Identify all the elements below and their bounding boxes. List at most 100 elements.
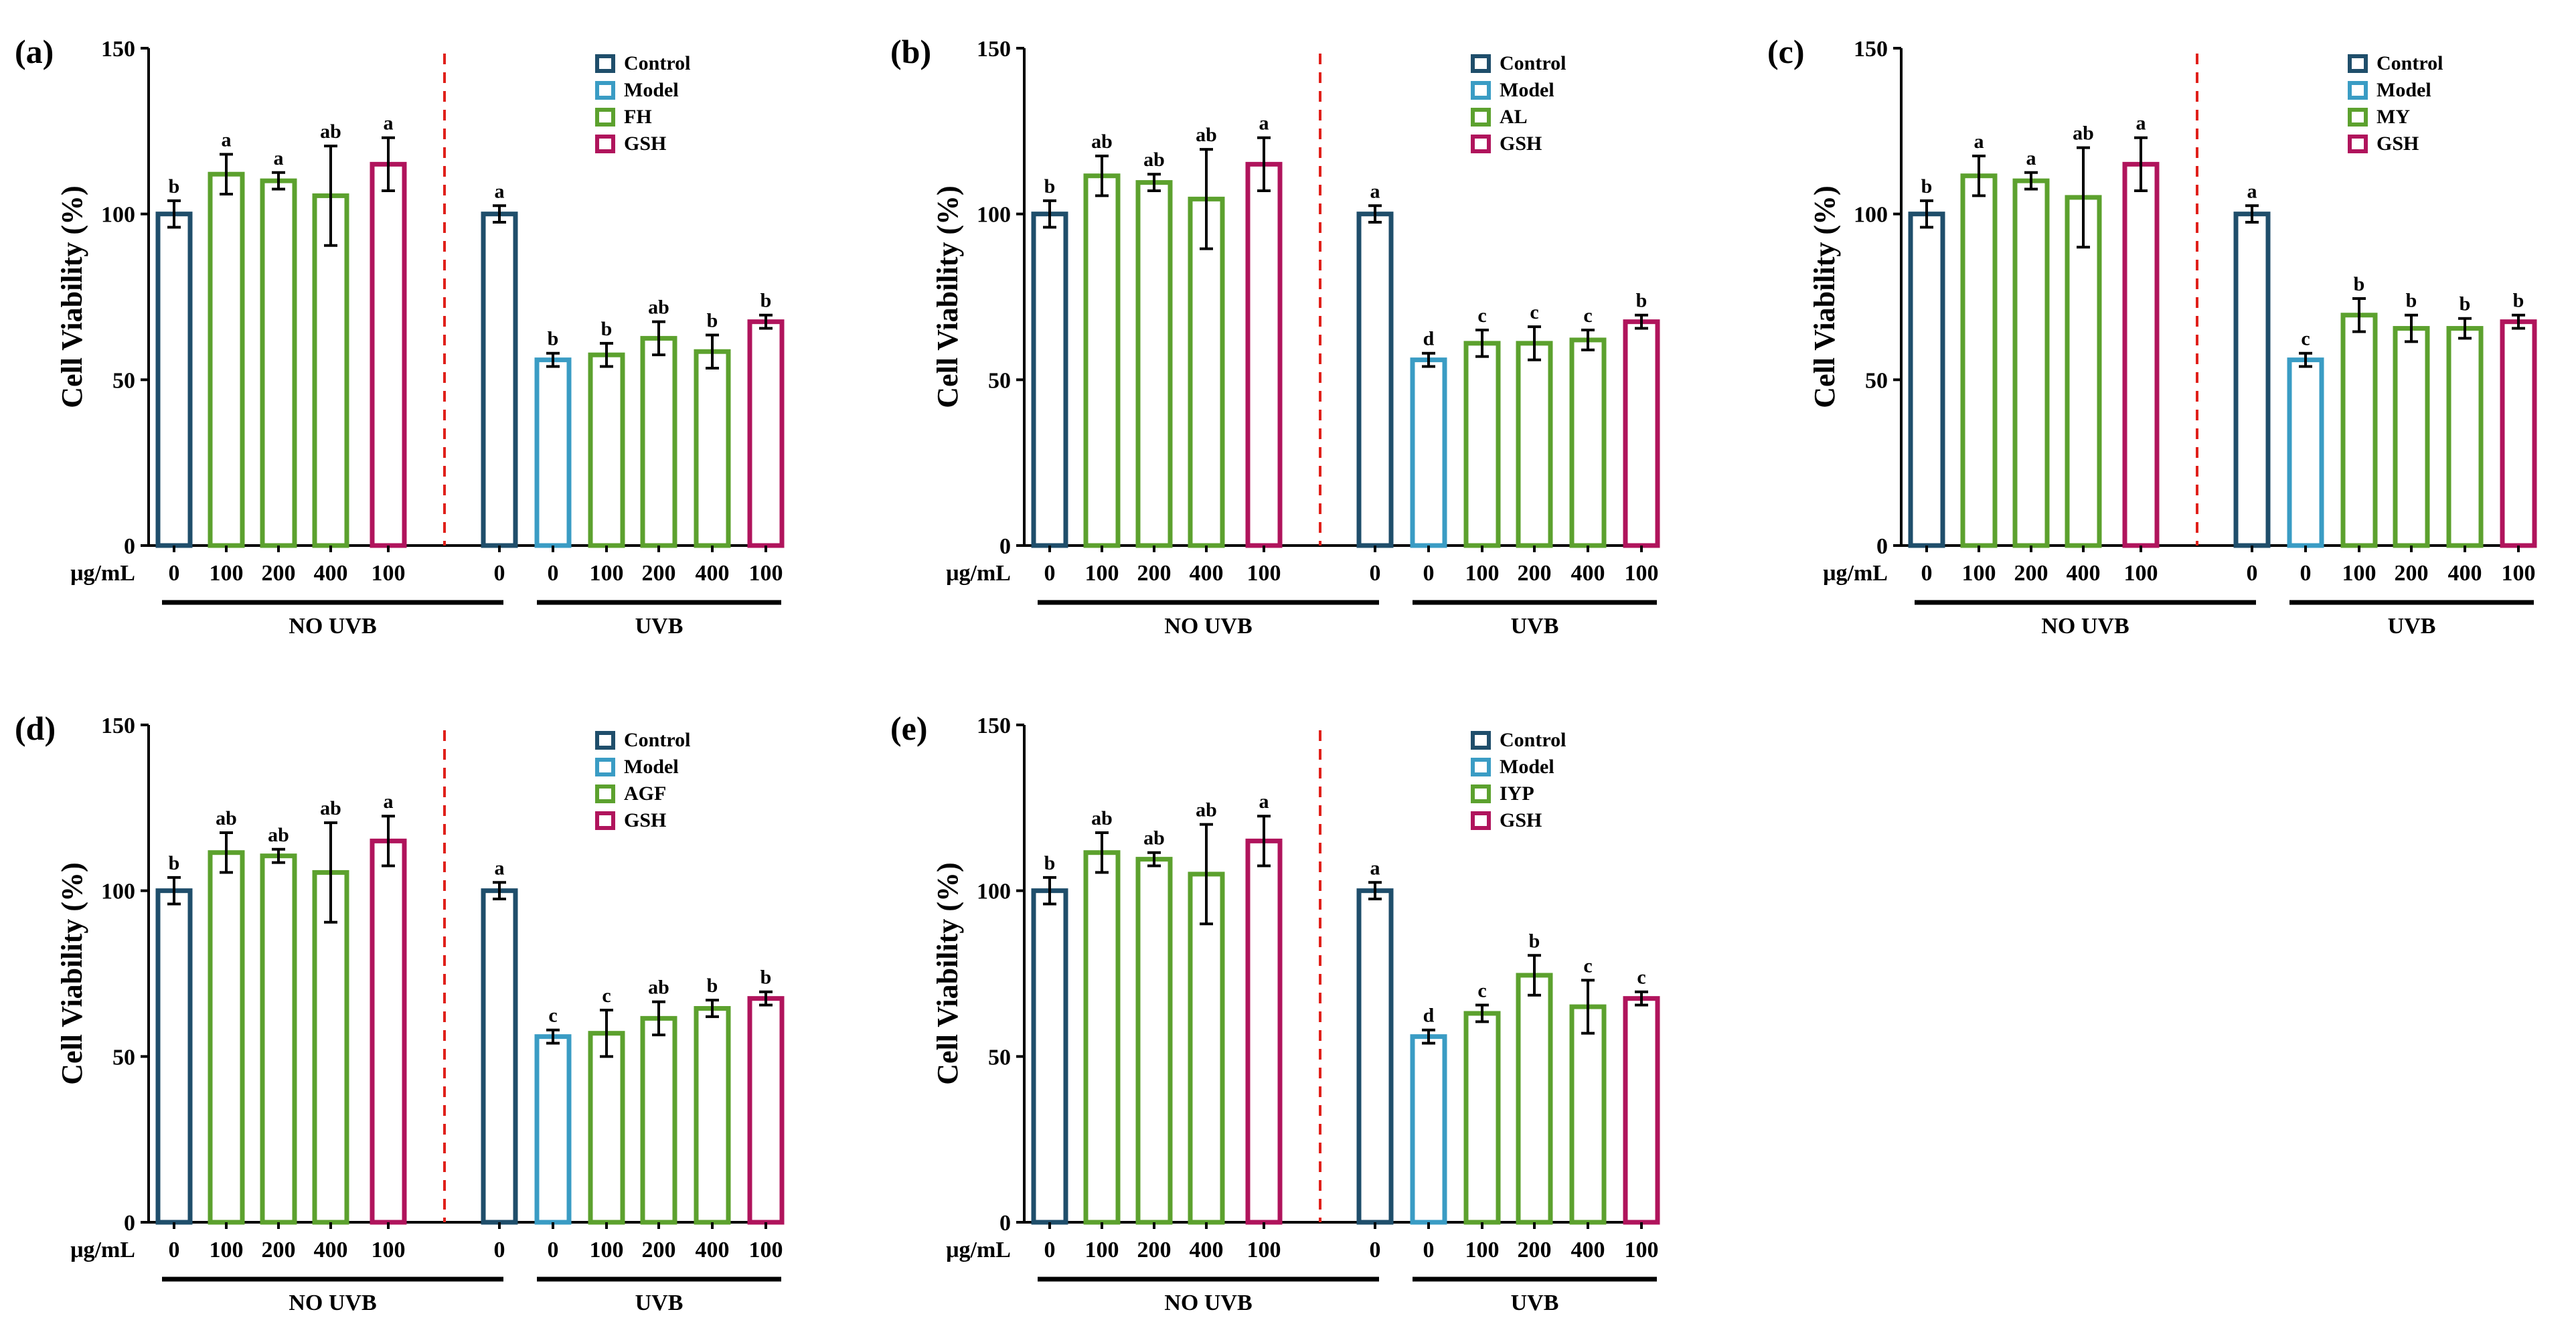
panel-label: (c) (1767, 33, 1805, 70)
bar (2012, 178, 2050, 548)
bar (1463, 341, 1501, 548)
x-tick-label: 400 (1190, 1238, 1224, 1262)
chart-panel-a: (a) Cell Viability (%) 0 50 100 150 b 0 a 100 a 200… (15, 33, 785, 639)
bar (1245, 161, 1283, 548)
x-tick-label: 100 (372, 561, 406, 586)
chart-panel-d: (d)Cell Viability (%)050100150b0ab100ab2… (15, 710, 785, 1315)
legend-swatch (1471, 784, 1491, 803)
group-label-no-uvb: NO UVB (1164, 1291, 1252, 1315)
x-tick-label: 200 (1137, 1238, 1172, 1262)
bar (208, 171, 245, 548)
bar (534, 1034, 572, 1225)
x-tick-label: 100 (2342, 561, 2377, 586)
x-tick-label: 200 (262, 1238, 296, 1262)
significance-label: c (1583, 305, 1592, 327)
bar (2065, 195, 2102, 548)
legend-entry: Model (624, 756, 679, 778)
legend-swatch (2348, 108, 2368, 127)
bar (2446, 326, 2484, 548)
legend-entry: AGF (624, 782, 666, 805)
significance-label: d (1423, 328, 1435, 350)
significance-label: a (495, 857, 505, 879)
significance-label: a (1259, 791, 1269, 813)
legend-entry: Model (1500, 79, 1554, 101)
chart-panel-b: (b)Cell Viability (%)050100150b0ab100ab2… (890, 33, 1660, 639)
y-axis-label: Cell Viability (%) (931, 185, 964, 408)
bar (370, 161, 407, 548)
x-tick-label: 200 (262, 561, 296, 586)
group-label-no-uvb: NO UVB (289, 1291, 376, 1315)
significance-label: b (1921, 175, 1933, 197)
legend-entry: Control (624, 52, 690, 74)
significance-label: ab (648, 297, 669, 319)
significance-label: b (1529, 930, 1540, 952)
y-tick-label: 100 (977, 203, 1011, 228)
x-tick-label: 0 (169, 1238, 180, 1262)
bar (370, 838, 407, 1225)
chart-panel-e: (e)Cell Viability (%)050100150b0ab100ab2… (890, 710, 1660, 1315)
x-tick-label: 100 (1085, 561, 1119, 586)
x-tick-label: 100 (590, 1238, 624, 1262)
x-tick-label: 100 (1962, 561, 1996, 586)
x-tick-label: 400 (314, 561, 348, 586)
y-tick-label: 0 (1876, 534, 1888, 559)
significance-label: b (601, 318, 613, 340)
unit-label: μg/mL (70, 1238, 135, 1262)
legend-swatch (595, 135, 615, 153)
legend-entry: GSH (2377, 133, 2419, 155)
significance-label: ab (1091, 807, 1113, 829)
significance-label: ab (1196, 124, 1217, 146)
x-tick-label: 0 (1423, 1238, 1435, 1262)
significance-label: c (1477, 980, 1486, 1002)
x-tick-label: 0 (2247, 561, 2258, 586)
x-tick-label: 400 (1190, 561, 1224, 586)
significance-label: a (1259, 112, 1269, 135)
bar (2287, 357, 2324, 548)
group-label-uvb: UVB (1511, 614, 1559, 639)
significance-label: b (2460, 293, 2471, 315)
bar (1135, 857, 1173, 1225)
y-tick-label: 50 (1865, 368, 1888, 393)
y-tick-label: 100 (977, 880, 1011, 904)
bar (1083, 173, 1121, 548)
significance-label: c (548, 1005, 557, 1027)
y-tick-label: 150 (977, 37, 1011, 62)
x-tick-label: 0 (1044, 1238, 1056, 1262)
x-tick-label: 100 (2502, 561, 2536, 586)
bar (1516, 341, 1553, 548)
significance-label: c (2301, 328, 2310, 350)
bar (1623, 996, 1660, 1225)
y-axis-label: Cell Viability (%) (931, 862, 964, 1084)
unit-label: μg/mL (70, 561, 135, 586)
x-tick-label: 400 (2067, 561, 2101, 586)
group-label-no-uvb: NO UVB (1164, 614, 1252, 639)
significance-label: b (1044, 852, 1056, 874)
bar (1516, 973, 1553, 1225)
group-label-no-uvb: NO UVB (2041, 614, 2129, 639)
legend-entry: FH (624, 106, 652, 128)
y-tick-label: 150 (1854, 37, 1888, 62)
legend-entry: GSH (1500, 133, 1542, 155)
significance-label: ab (268, 824, 289, 846)
x-tick-label: 100 (1625, 561, 1659, 586)
bar (1463, 1011, 1501, 1225)
significance-label: a (2136, 112, 2146, 135)
bar (1356, 212, 1394, 548)
significance-label: ab (320, 120, 341, 143)
significance-label: b (760, 290, 772, 312)
x-tick-label: 0 (2300, 561, 2312, 586)
x-tick-label: 0 (169, 561, 180, 586)
bar (481, 212, 518, 548)
bar (2393, 326, 2430, 548)
significance-label: b (2513, 290, 2524, 312)
bar (1623, 319, 1660, 548)
y-tick-label: 150 (101, 37, 135, 62)
legend-swatch (1471, 758, 1491, 776)
x-tick-label: 200 (2395, 561, 2429, 586)
legend-swatch (2348, 135, 2368, 153)
legend-entry: Control (2377, 52, 2443, 74)
bar (1188, 196, 1225, 548)
panel-label: (a) (15, 33, 54, 70)
bar (1031, 888, 1068, 1225)
